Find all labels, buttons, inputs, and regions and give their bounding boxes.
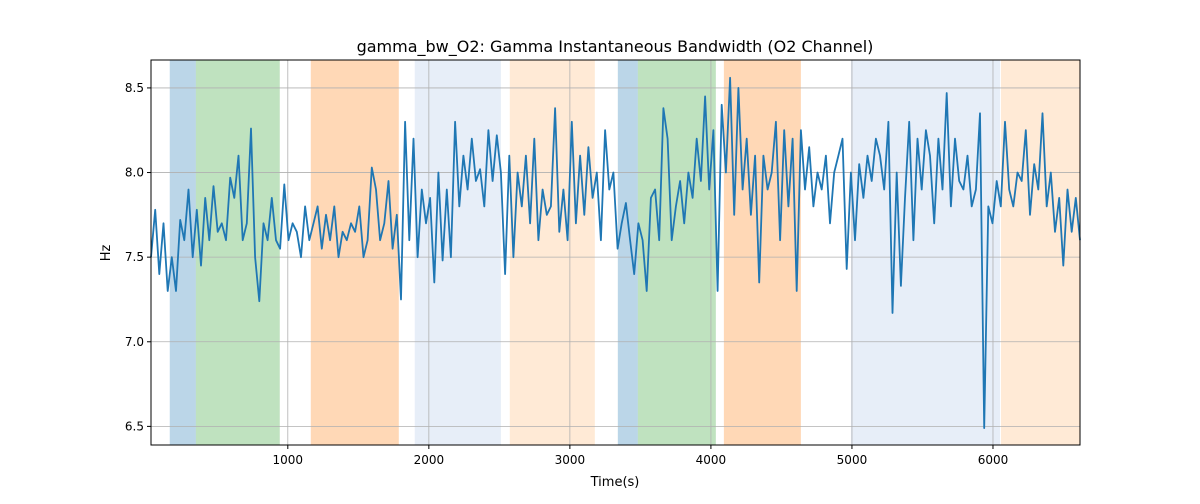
shaded-region-1 [195, 60, 280, 445]
x-tick-label: 6000 [978, 453, 1009, 467]
y-tick-label: 7.0 [125, 335, 144, 349]
plot-frame [150, 59, 1081, 446]
y-ticks: 6.5 7.0 7.5 8.0 8.5 [125, 81, 151, 433]
shaded-regions [169, 60, 1080, 445]
data-line [150, 76, 1081, 429]
x-ticks: 1000 2000 3000 4000 5000 6000 [273, 445, 1009, 467]
x-tick-label: 2000 [414, 453, 445, 467]
y-axis-label: Hz [99, 245, 114, 262]
shaded-region-3 [414, 60, 501, 445]
shaded-region-4 [509, 60, 595, 445]
shaded-region-9 [1001, 60, 1080, 445]
y-tick-label: 8.5 [125, 81, 144, 95]
x-tick-label: 3000 [555, 453, 586, 467]
x-tick-label: 4000 [696, 453, 727, 467]
x-tick-label: 1000 [273, 453, 304, 467]
chart-title: gamma_bw_O2: Gamma Instantaneous Bandwid… [357, 37, 874, 57]
shaded-region-7 [723, 60, 801, 445]
shaded-region-5 [617, 60, 638, 445]
x-tick-label: 5000 [837, 453, 868, 467]
x-axis-label: Time(s) [590, 475, 640, 490]
y-tick-label: 8.0 [125, 166, 144, 180]
shaded-region-8 [850, 60, 1001, 445]
y-tick-label: 6.5 [125, 419, 144, 433]
grid [151, 60, 1080, 445]
y-tick-label: 7.5 [125, 250, 144, 264]
shaded-region-2 [310, 60, 399, 445]
shaded-region-0 [169, 60, 196, 445]
